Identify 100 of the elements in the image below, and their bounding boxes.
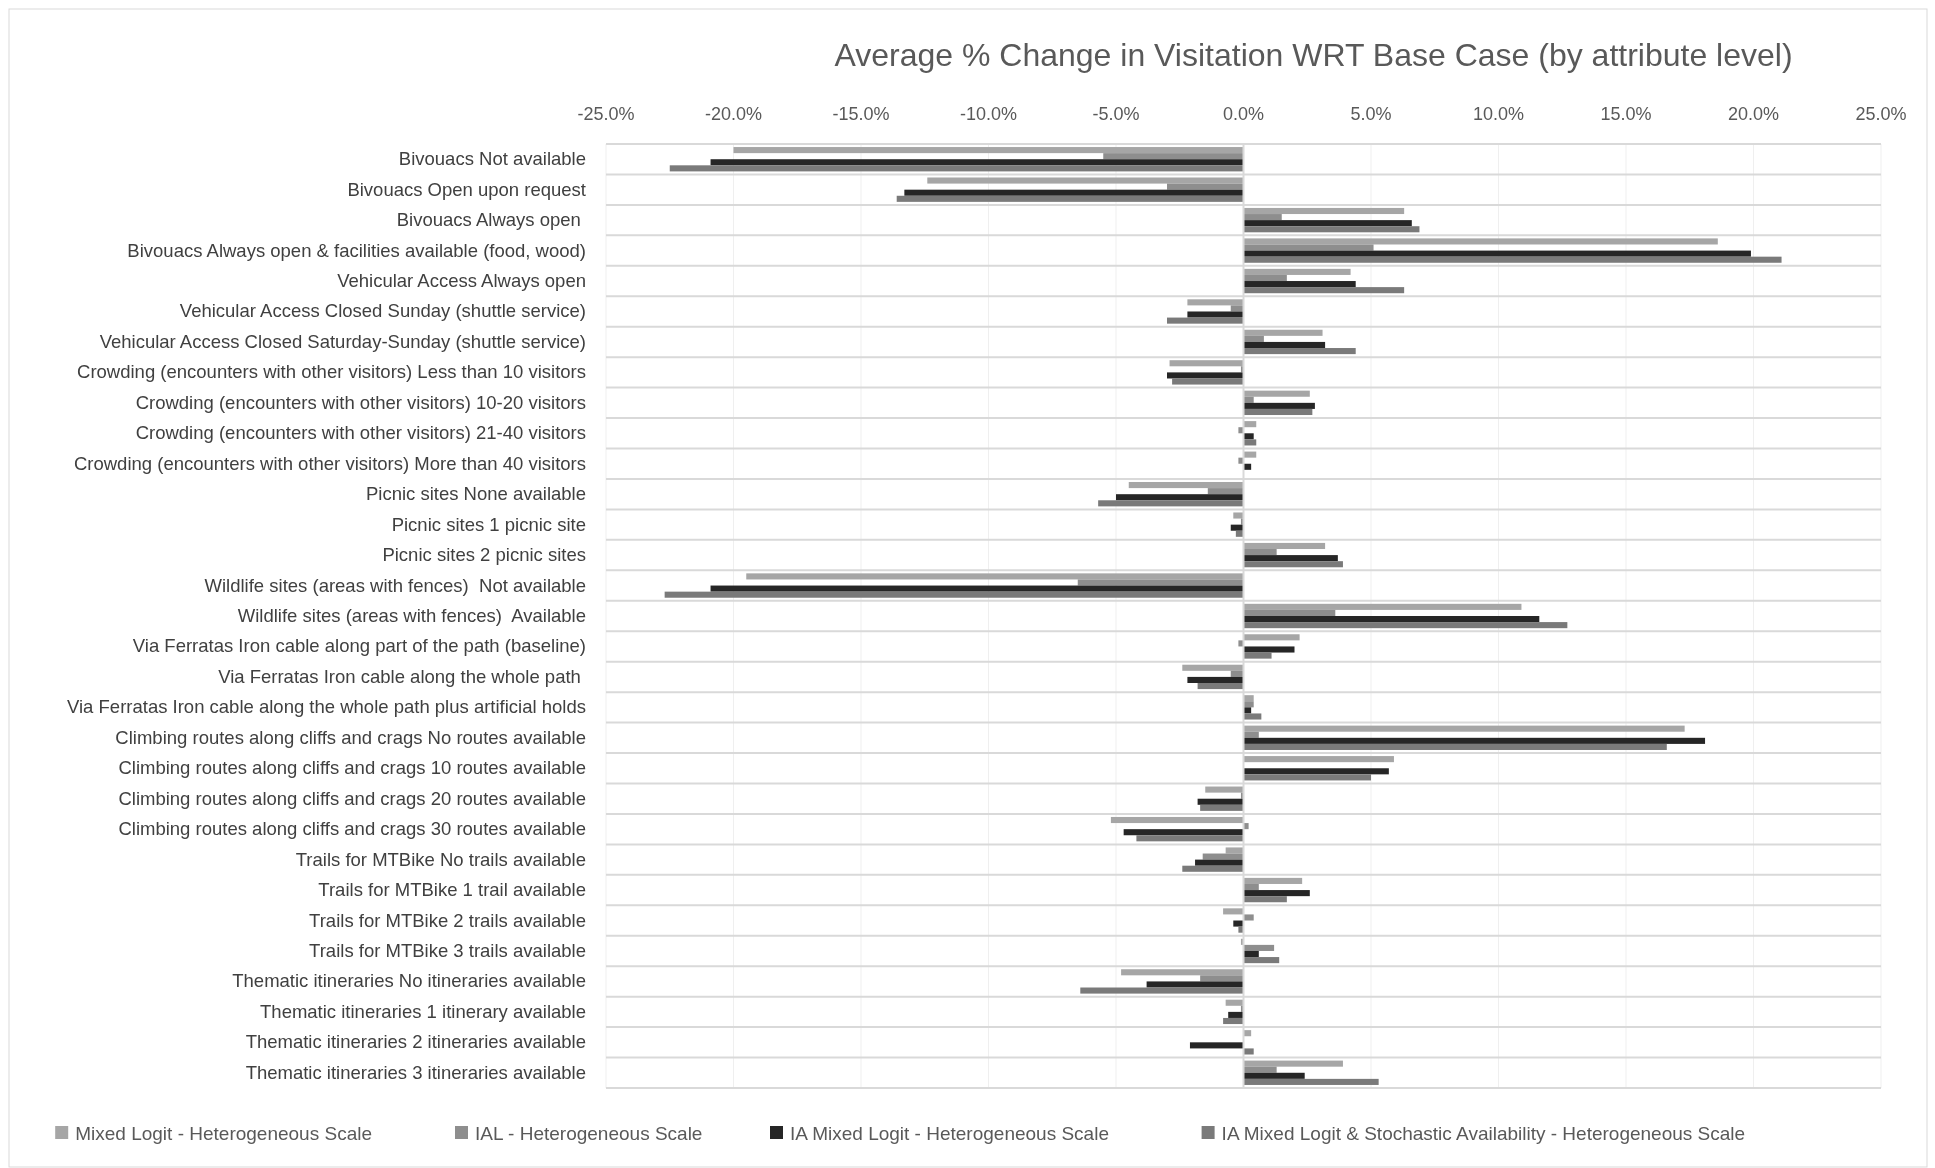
x-tick-label: 20.0% (1727, 104, 1780, 124)
bar (1243, 652, 1272, 659)
bar (1243, 768, 1389, 775)
bar (1243, 1078, 1379, 1085)
bar (1110, 816, 1244, 824)
y-tick-label: Crowding (encounters with other visitors) 10-20 visitors (135, 391, 586, 413)
bar (1230, 305, 1244, 312)
y-tick-label: Bivouacs Always open & facilities available (food, wood) (127, 239, 586, 261)
y-tick-label: Trails for MTBike No trails available (295, 848, 586, 870)
bar (1243, 883, 1259, 891)
bar (1243, 957, 1280, 964)
bar (927, 177, 1244, 184)
bar (1195, 859, 1244, 866)
bar (1243, 725, 1685, 732)
bar (1182, 664, 1244, 671)
y-tick-label: Via Ferratas Iron cable along the whole path (218, 665, 586, 687)
bar (1169, 360, 1244, 367)
x-tick-label: 5.0% (1350, 104, 1392, 124)
bar (664, 591, 1244, 598)
y-tick-label: Crowding (encounters with other visitors) More than 40 visitors (73, 452, 586, 474)
y-tick-label: Trails for MTBike 1 trail available (318, 879, 586, 901)
bar (1243, 616, 1540, 623)
y-tick-label: Bivouacs Not available (398, 148, 586, 170)
bar (669, 165, 1244, 172)
y-tick-label: Wildlife sites (areas with fences) Available (237, 605, 586, 626)
bar (1225, 847, 1244, 854)
bar (1187, 676, 1244, 683)
bar (1243, 561, 1343, 568)
bar (1243, 731, 1259, 738)
bar (1243, 250, 1751, 257)
bar (1243, 287, 1405, 294)
y-tick-label: Crowding (encounters with other visitors) Less than 10 visitors (77, 361, 586, 383)
y-tick-label: Climbing routes along cliffs and crags 30 routes available (118, 818, 586, 840)
bar (733, 147, 1244, 154)
bar (710, 159, 1244, 166)
bar (896, 195, 1244, 202)
y-tick-label: Thematic itineraries 1 itinerary available (260, 1000, 586, 1022)
bar (1225, 999, 1244, 1006)
bar (1238, 457, 1244, 464)
y-tick-label: Thematic itineraries 2 itineraries available (245, 1031, 586, 1053)
bar (1233, 920, 1244, 927)
bar (1167, 372, 1244, 379)
x-tick-label: 10.0% (1472, 104, 1525, 124)
bar (1228, 1011, 1244, 1018)
bar (1243, 274, 1287, 282)
bar (1243, 244, 1374, 251)
bar (1230, 524, 1244, 531)
bar (1128, 482, 1244, 489)
bar (1116, 494, 1244, 501)
bar (1238, 427, 1244, 434)
bar (1243, 1072, 1305, 1079)
bar (1243, 622, 1568, 629)
bar (1243, 1048, 1254, 1055)
y-tick-label: Bivouacs Open upon request (347, 178, 586, 200)
bar (1182, 865, 1244, 872)
bar (1243, 914, 1254, 921)
x-tick-label: -5.0% (1092, 104, 1140, 124)
bar (1243, 713, 1262, 720)
x-tick-label: -20.0% (704, 104, 763, 124)
bar (1243, 341, 1326, 349)
bar (1243, 603, 1522, 610)
y-tick-label: Trails for MTBike 3 trails available (309, 939, 586, 961)
bar (1200, 975, 1244, 982)
bar (1243, 646, 1295, 653)
bar (1197, 798, 1244, 805)
y-tick-label: Climbing routes along cliffs and crags No routes available (115, 726, 586, 748)
legend-label: Mixed Logit - Heterogeneous Scale (75, 1123, 372, 1144)
y-tick-label: Climbing routes along cliffs and crags 10 routes available (118, 757, 586, 779)
y-tick-label: Thematic itineraries 3 itineraries available (245, 1061, 586, 1083)
bar (1243, 348, 1356, 355)
bar (1243, 408, 1313, 416)
bar (1098, 500, 1244, 507)
bar (1233, 512, 1244, 519)
bar (1243, 226, 1420, 233)
bar (1243, 402, 1315, 409)
bar (1243, 390, 1310, 397)
bar (1243, 877, 1303, 884)
bar (1243, 950, 1259, 958)
y-tick-label: Trails for MTBike 2 trails available (309, 909, 586, 931)
legend-label: IA Mixed Logit - Heterogeneous Scale (790, 1123, 1109, 1144)
bar (746, 573, 1244, 580)
y-tick-label: Bivouacs Always open (396, 209, 586, 231)
bar (1238, 640, 1244, 647)
x-tick-label: 15.0% (1600, 104, 1652, 124)
bar (1167, 317, 1244, 324)
y-tick-label: Via Ferratas Iron cable along the whole path plus artificial holds (67, 696, 586, 718)
bar (1243, 555, 1338, 562)
legend-label: IAL - Heterogeneous Scale (475, 1123, 703, 1144)
bar (1223, 1017, 1244, 1025)
chart-title: Average % Change in Visitation WRT Base Case (by attribute level) (834, 37, 1793, 73)
x-tick-label: -15.0% (832, 104, 890, 124)
bar (1243, 1066, 1277, 1073)
bar (1146, 981, 1244, 988)
bar (1243, 756, 1394, 763)
bar (1167, 183, 1244, 190)
bar (1230, 670, 1244, 677)
bar (1243, 268, 1351, 275)
bar (1205, 786, 1244, 793)
bar (710, 585, 1244, 592)
bar (1207, 488, 1244, 495)
